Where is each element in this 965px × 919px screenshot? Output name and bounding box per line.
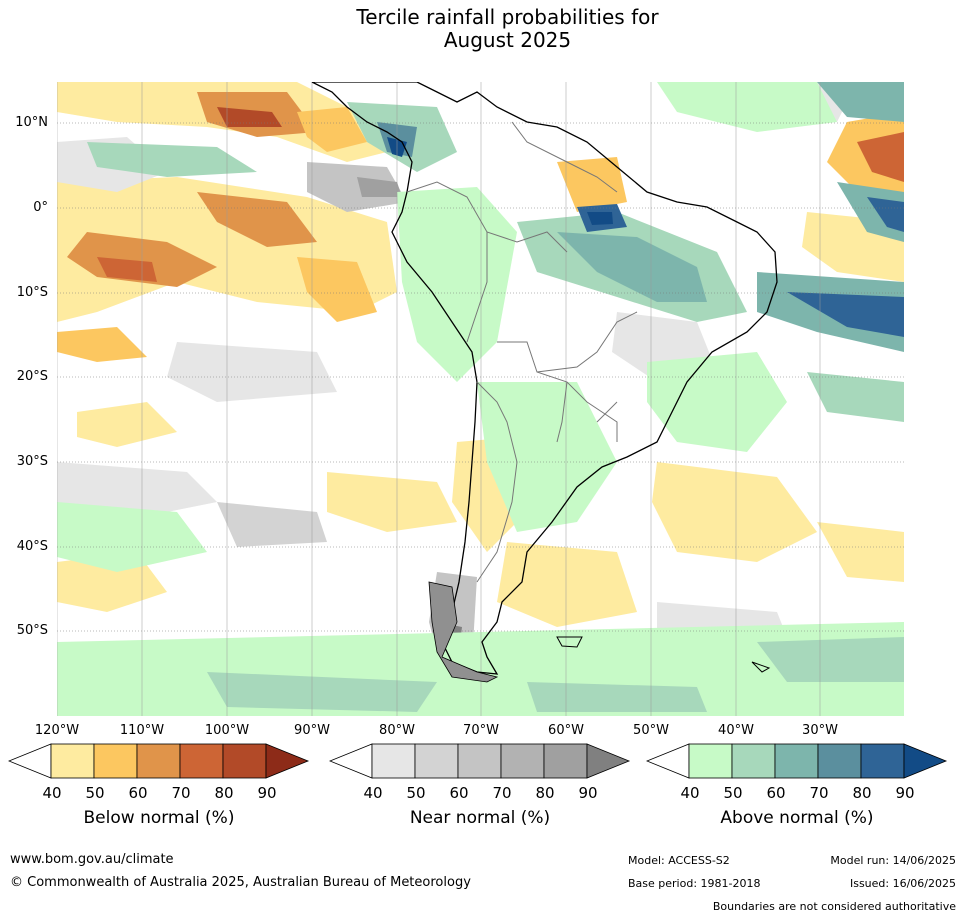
lat-label-40s: 40°S <box>16 539 48 554</box>
colorbar-swatch <box>50 743 95 779</box>
colorbar-upper-extension <box>265 743 310 779</box>
colorbar-swatch <box>688 743 733 779</box>
colorbar-swatch <box>457 743 502 779</box>
lon-label-40w: 40°W <box>718 723 754 738</box>
map-title-line-1: Tercile rainfall probabilities for <box>356 5 659 29</box>
colorbar-swatch <box>222 743 267 779</box>
above-normal-colorbar-swatches <box>645 743 948 779</box>
lat-label-10n: 10°N <box>15 115 48 130</box>
near-normal-title: Near normal (%) <box>409 808 551 828</box>
lat-label-10s: 10°S <box>16 285 48 300</box>
near-tick-80: 80 <box>535 784 555 802</box>
below-normal-title: Below normal (%) <box>83 808 235 828</box>
lat-label-20s: 20°S <box>16 369 48 384</box>
colorbar-upper-extension <box>903 743 948 779</box>
near-tick-70: 70 <box>492 784 512 802</box>
below-normal-colorbar-swatches <box>7 743 310 779</box>
below-tick-40: 40 <box>42 784 62 802</box>
colorbar-lower-extension <box>328 743 373 779</box>
above-tick-60: 60 <box>766 784 786 802</box>
footer-model-run: Model run: 14/06/2025 <box>830 854 956 867</box>
south-america-coastline <box>311 82 778 683</box>
graticule <box>57 122 904 632</box>
colorbar-lower-extension <box>7 743 52 779</box>
above-tick-90: 90 <box>895 784 915 802</box>
colorbar-swatch <box>543 743 588 779</box>
below-normal-patches <box>57 82 904 627</box>
colorbar-swatch <box>414 743 459 779</box>
lon-label-90w: 90°W <box>294 723 330 738</box>
colorbar-swatch <box>817 743 862 779</box>
below-tick-90: 90 <box>257 784 277 802</box>
colorbar-lower-extension <box>645 743 690 779</box>
footer-copyright: © Commonwealth of Australia 2025, Austra… <box>10 875 471 890</box>
lon-label-50w: 50°W <box>633 723 669 738</box>
footer-url: www.bom.gov.au/climate <box>10 852 174 867</box>
below-tick-50: 50 <box>85 784 105 802</box>
above-tick-70: 70 <box>809 784 829 802</box>
below-tick-70: 70 <box>171 784 191 802</box>
lat-label-0: 0° <box>33 200 48 215</box>
near-tick-40: 40 <box>363 784 383 802</box>
above-normal-title: Above normal (%) <box>720 808 874 828</box>
below-tick-60: 60 <box>128 784 148 802</box>
below-tick-80: 80 <box>214 784 234 802</box>
colorbar-swatch <box>774 743 819 779</box>
near-tick-60: 60 <box>449 784 469 802</box>
meridians <box>57 82 821 716</box>
lon-label-100w: 100°W <box>204 723 250 738</box>
colorbar-swatch <box>500 743 545 779</box>
colorbar-swatch <box>731 743 776 779</box>
footer-base-period: Base period: 1981-2018 <box>628 877 761 890</box>
colorbar-upper-extension <box>586 743 631 779</box>
above-tick-80: 80 <box>852 784 872 802</box>
colorbar-swatch <box>179 743 224 779</box>
colorbar-swatch <box>860 743 905 779</box>
lon-label-70w: 70°W <box>463 723 499 738</box>
lon-label-120w: 120°W <box>34 723 80 738</box>
colorbar-swatch <box>93 743 138 779</box>
near-normal-colorbar <box>328 742 631 784</box>
footer-issued: Issued: 16/06/2025 <box>849 877 956 890</box>
above-normal-colorbar <box>645 742 948 784</box>
lon-label-60w: 60°W <box>548 723 584 738</box>
colorbar-swatch <box>136 743 181 779</box>
map-field <box>57 82 904 716</box>
lon-label-30w: 30°W <box>802 723 838 738</box>
lon-label-80w: 80°W <box>379 723 415 738</box>
lat-label-50s: 50°S <box>16 623 48 638</box>
map-title-line-2: August 2025 <box>443 28 572 52</box>
country-borders <box>406 121 638 583</box>
below-normal-colorbar <box>7 742 310 784</box>
footer-model: Model: ACCESS-S2 <box>628 854 730 867</box>
rainfall-probability-map <box>57 82 904 716</box>
above-tick-50: 50 <box>723 784 743 802</box>
near-tick-90: 90 <box>578 784 598 802</box>
near-tick-50: 50 <box>406 784 426 802</box>
footer-disclaimer: Boundaries are not considered authoritat… <box>712 900 956 913</box>
colorbar-swatch <box>371 743 416 779</box>
lat-label-30s: 30°S <box>16 454 48 469</box>
above-tick-40: 40 <box>680 784 700 802</box>
near-normal-colorbar-swatches <box>328 743 631 779</box>
above-normal-patches <box>57 82 904 716</box>
lon-label-110w: 110°W <box>119 723 165 738</box>
